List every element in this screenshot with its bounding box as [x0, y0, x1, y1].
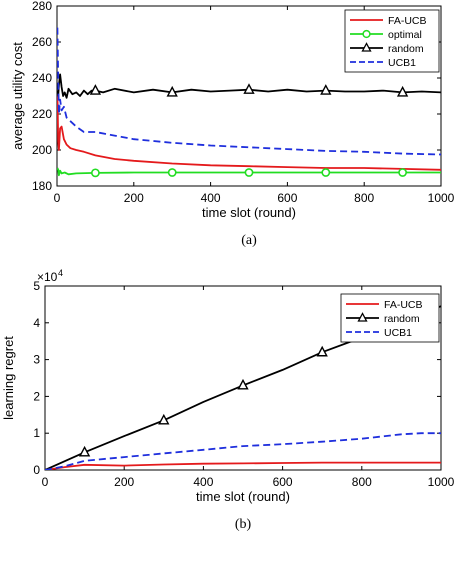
y-tick-label: 2: [33, 389, 40, 403]
x-tick-label: 600: [277, 191, 297, 205]
data-point-marker: [78, 445, 91, 457]
x-tick-label: 600: [273, 475, 293, 489]
x-tick-label: 0: [54, 191, 61, 205]
legend-marker: [361, 42, 372, 52]
series-line-random: [57, 73, 441, 99]
data-point-marker: [89, 84, 102, 95]
legend-label: FA-UCB: [384, 299, 423, 311]
x-tick-label: 200: [124, 191, 144, 205]
legend-marker: [362, 29, 371, 39]
data-point-marker: [398, 168, 407, 177]
x-axis-label: time slot (round): [202, 205, 296, 220]
legend-label: FA-UCB: [388, 15, 427, 27]
data-point-marker: [320, 84, 332, 95]
caption: (a): [241, 233, 257, 248]
x-tick-label: 800: [352, 475, 372, 489]
legend-label: UCB1: [384, 327, 412, 339]
data-point-marker: [167, 168, 177, 177]
y-tick-label: 260: [32, 35, 52, 49]
x-tick-label: 1000: [428, 475, 455, 489]
y-tick-label: 4: [33, 316, 40, 330]
y-tick-label: 240: [32, 71, 52, 85]
y-exponent-power: 4: [58, 268, 63, 278]
y-tick-label: 220: [32, 107, 52, 121]
legend: FA-UCB random UCB1: [340, 293, 440, 343]
data-point-marker: [237, 378, 249, 390]
data-point-marker: [316, 345, 328, 357]
y-tick-label: 200: [32, 143, 52, 157]
y-tick-label: 0: [33, 463, 40, 477]
data-point-marker: [243, 83, 255, 94]
y-tick-label: 1: [33, 426, 40, 440]
data-point-marker: [91, 168, 100, 178]
legend-label: optimal: [388, 29, 422, 41]
data-point-marker: [396, 85, 409, 97]
x-axis-label: time slot (round): [196, 489, 290, 504]
x-tick-label: 1000: [428, 191, 455, 205]
x-tick-label: 800: [354, 191, 374, 205]
chart-panel-b: 0 200 400 600 800 1000 0 1 2 3 4 5 time slot (round)…: [1, 268, 455, 532]
y-axis-label: average utility cost: [10, 42, 25, 150]
x-tick-label: 0: [42, 475, 49, 489]
y-axis-label: learning regret: [1, 336, 16, 420]
legend-marker: [357, 312, 368, 322]
y-tick-label: 3: [33, 353, 40, 367]
data-point-marker: [244, 168, 254, 177]
data-point-marker: [166, 85, 178, 97]
series-group: [57, 27, 441, 178]
data-point-marker: [321, 168, 331, 177]
legend-label: random: [388, 43, 424, 55]
series-line-fa-ucb: [57, 92, 441, 171]
x-tick-label: 200: [114, 475, 134, 489]
series-line-ucb1: [57, 27, 441, 156]
legend-label: random: [384, 313, 420, 325]
data-point-marker: [158, 413, 170, 425]
series-line-optimal: [57, 167, 441, 177]
y-tick-label: 5: [33, 279, 40, 293]
legend-label: UCB1: [388, 57, 416, 69]
x-tick-label: 400: [193, 475, 213, 489]
y-tick-label: 280: [32, 0, 52, 13]
series-line-ucb1: [45, 432, 441, 470]
chart-panel-a: 0 200 400 600 800 1000 180 200 220 240 260 280 time …: [10, 0, 455, 248]
x-tick-label: 400: [201, 191, 221, 205]
series-line-fa-ucb: [45, 461, 441, 470]
legend: FA-UCB optimal random UCB1: [344, 9, 440, 73]
caption: (b): [235, 517, 252, 532]
y-exponent-label: ×10: [37, 270, 58, 284]
y-tick-label: 180: [32, 179, 52, 193]
